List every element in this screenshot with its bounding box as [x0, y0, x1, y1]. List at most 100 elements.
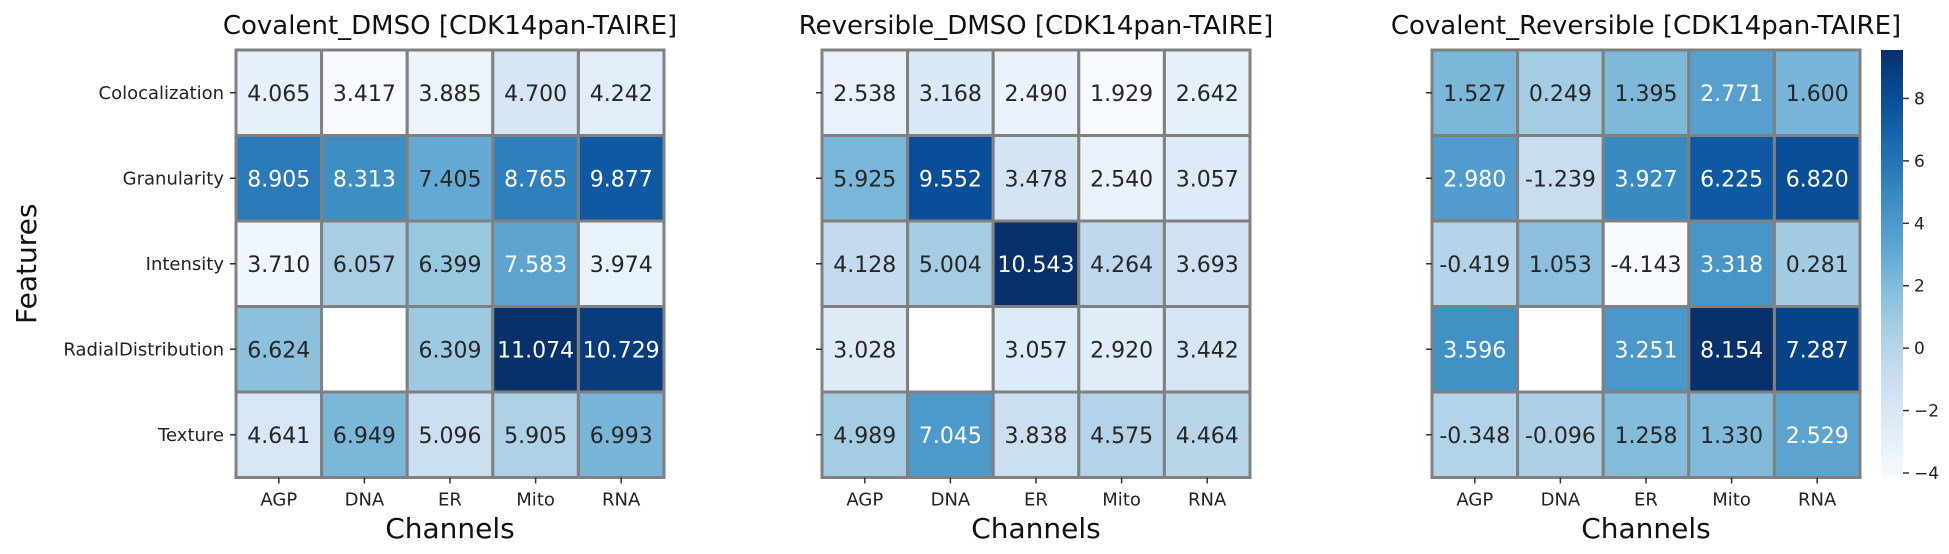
x-tick-label: Mito	[516, 490, 555, 511]
cell-value-label: -0.348	[1439, 424, 1510, 449]
y-tick-label: RadialDistribution	[63, 339, 224, 360]
heatmap-cell	[1772, 305, 1862, 394]
y-tick-label: Granularity	[123, 168, 225, 189]
cell-value-label: 2.490	[1005, 82, 1068, 107]
heatmap-cell	[491, 219, 580, 308]
colorbar-tick-label: 0	[1914, 339, 1925, 359]
y-tick-label: Intensity	[146, 254, 225, 275]
heatmap-cell	[1162, 390, 1252, 479]
heatmap-cell	[1601, 305, 1691, 394]
x-tick-label: AGP	[846, 490, 883, 511]
colorbar-tick-label: −2	[1914, 402, 1939, 422]
heatmap-cell	[405, 134, 495, 223]
panel-title: Reversible_DMSO [CDK14pan-TAIRE]	[799, 11, 1273, 41]
x-tick-label: ER	[1634, 490, 1658, 511]
heatmap-cell	[1687, 48, 1776, 137]
heatmap-cell-empty	[320, 305, 409, 394]
cell-value-label: 3.927	[1615, 167, 1678, 192]
cell-value-label: 1.527	[1443, 82, 1506, 107]
cell-value-label: 3.974	[590, 253, 653, 278]
heatmap-cell	[1077, 48, 1166, 137]
x-axis-label: Channels	[1581, 512, 1711, 545]
panel-title: Covalent_DMSO [CDK14pan-TAIRE]	[223, 11, 677, 41]
cell-value-label: 7.583	[504, 253, 567, 278]
y-axis-label: Features	[10, 204, 43, 324]
cell-value-label: -0.096	[1525, 424, 1596, 449]
cell-value-label: 6.624	[247, 338, 310, 363]
cell-value-label: 6.993	[590, 424, 653, 449]
heatmap-cell	[991, 390, 1081, 479]
heatmap-cell	[405, 390, 495, 479]
cell-value-label: 10.729	[583, 338, 660, 363]
cell-value-label: 2.771	[1700, 82, 1763, 107]
x-tick-label: RNA	[1188, 490, 1227, 511]
cell-value-label: 2.540	[1090, 167, 1153, 192]
cell-value-label: 8.765	[504, 167, 567, 192]
cell-value-label: -4.143	[1611, 253, 1682, 278]
cell-value-label: 9.877	[590, 167, 653, 192]
x-tick-label: ER	[438, 490, 462, 511]
cell-value-label: 9.552	[919, 167, 982, 192]
cell-value-label: 4.641	[247, 424, 310, 449]
x-axis-label: Channels	[971, 512, 1101, 545]
cell-value-label: 5.096	[419, 424, 482, 449]
cell-value-label: 5.004	[919, 253, 982, 278]
cell-value-label: 4.065	[247, 82, 310, 107]
cell-value-label: 7.287	[1786, 338, 1849, 363]
cell-value-label: 6.057	[333, 253, 396, 278]
cell-value-label: 0.281	[1786, 253, 1849, 278]
cell-value-label: 6.309	[419, 338, 482, 363]
heatmap-cell	[320, 390, 409, 479]
cell-value-label: 4.128	[833, 253, 896, 278]
colorbar-tick-label: 2	[1914, 277, 1925, 297]
cell-value-label: 3.251	[1615, 338, 1678, 363]
heatmap-cell	[320, 219, 409, 308]
heatmap-cell	[491, 390, 580, 479]
cell-value-label: 4.264	[1090, 253, 1153, 278]
x-tick-label: RNA	[1798, 490, 1837, 511]
cell-value-label: -1.239	[1525, 167, 1596, 192]
heatmap-cell	[1077, 305, 1166, 394]
cell-value-label: 2.920	[1090, 338, 1153, 363]
heatmap-cell	[991, 219, 1081, 308]
cell-value-label: 3.710	[247, 253, 310, 278]
x-axis-label: Channels	[385, 512, 515, 545]
heatmap-cell	[1162, 305, 1252, 394]
heatmap-cell	[576, 134, 666, 223]
colorbar-tick-label: 6	[1914, 152, 1925, 172]
cell-value-label: 3.478	[1005, 167, 1068, 192]
colorbar-tick-label: 8	[1914, 89, 1925, 109]
x-tick-label: AGP	[1456, 490, 1493, 511]
cell-value-label: 0.249	[1529, 82, 1592, 107]
heatmap-cell	[1687, 305, 1776, 394]
x-tick-label: DNA	[931, 490, 971, 511]
cell-value-label: 2.538	[833, 82, 896, 107]
cell-value-label: 2.529	[1786, 424, 1849, 449]
cell-value-label: 3.168	[919, 82, 982, 107]
x-tick-label: ER	[1024, 490, 1048, 511]
cell-value-label: 1.929	[1090, 82, 1153, 107]
x-tick-label: RNA	[602, 490, 641, 511]
cell-value-label: 3.318	[1700, 253, 1763, 278]
cell-value-label: 1.330	[1700, 424, 1763, 449]
heatmap-cell	[1077, 219, 1166, 308]
colorbar-tick-label: −4	[1914, 464, 1939, 484]
heatmap-cell	[1162, 219, 1252, 308]
heatmap-cell	[1430, 219, 1520, 308]
heatmap-cell	[576, 305, 666, 394]
heatmap-cell	[1772, 48, 1862, 137]
cell-value-label: 8.154	[1700, 338, 1763, 363]
cell-value-label: 7.405	[419, 167, 482, 192]
cell-value-label: 1.395	[1615, 82, 1678, 107]
cell-value-label: 6.949	[333, 424, 396, 449]
x-tick-label: Mito	[1712, 490, 1751, 511]
cell-value-label: -0.419	[1439, 253, 1510, 278]
cell-value-label: 1.053	[1529, 253, 1592, 278]
colorbar	[1881, 50, 1903, 478]
heatmap-cell	[1687, 390, 1776, 479]
cell-value-label: 3.885	[419, 82, 482, 107]
cell-value-label: 1.600	[1786, 82, 1849, 107]
heatmap-cell	[1516, 134, 1605, 223]
colorbar-tick-label: 4	[1914, 214, 1925, 234]
